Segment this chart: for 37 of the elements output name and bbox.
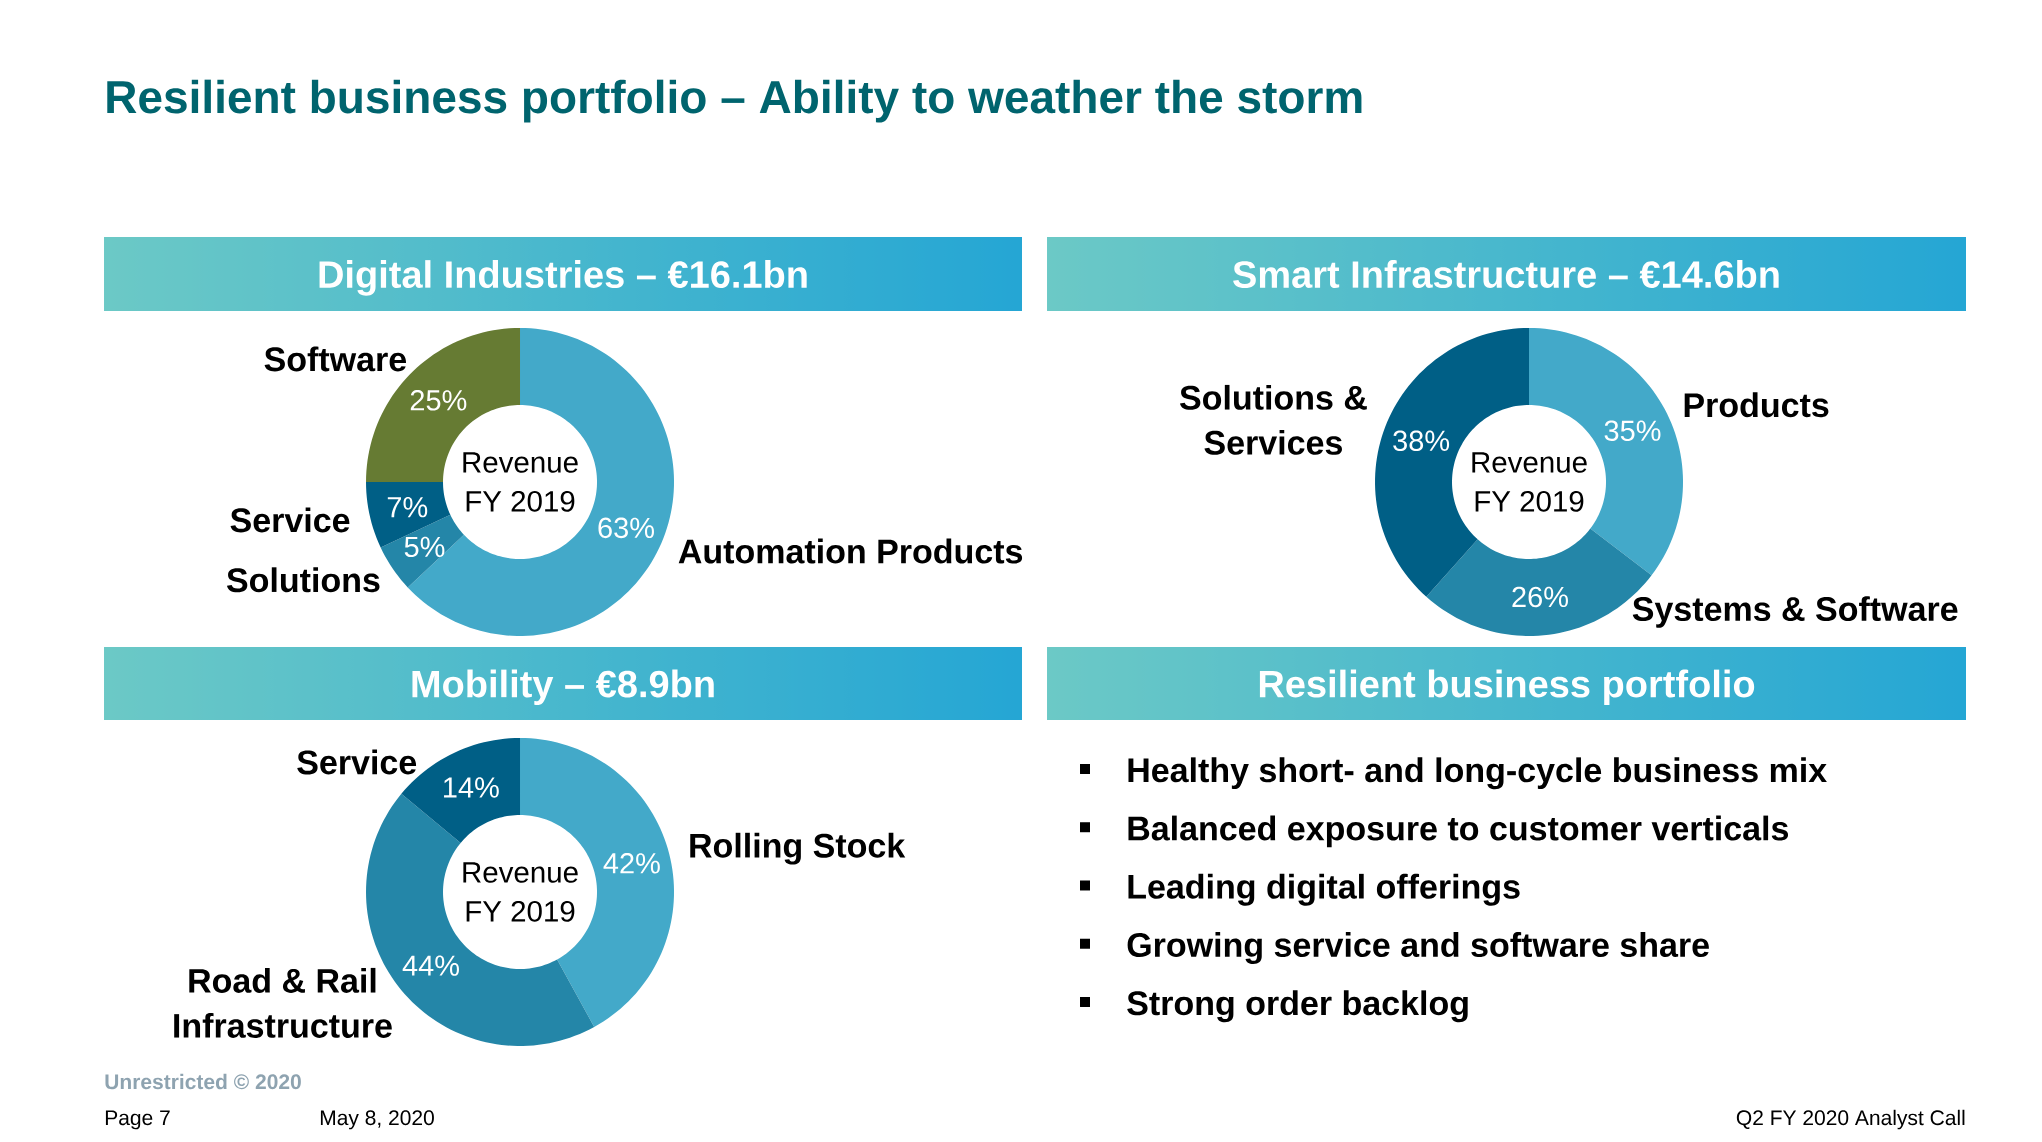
text: Revenue FY 2019 — [463, 862, 578, 922]
text: May 8, 2020 — [320, 1110, 434, 1130]
chart-title: Mobility – €8.9bn — [412, 669, 714, 706]
data-label: 5% — [404, 536, 445, 558]
text: Growing service and software share — [1127, 932, 1709, 964]
text: Page 7 — [105, 1110, 170, 1130]
text: Resilient business portfolio – Ability to weather the storm — [107, 79, 1362, 123]
slice-label: Solutions — [226, 567, 380, 593]
slice-label: Rolling Stock — [690, 832, 906, 865]
text: Balanced exposure to customer verticals — [1128, 815, 1789, 848]
data-label: 7% — [387, 497, 428, 518]
data-label: 26% — [1512, 586, 1568, 608]
text: Resilient business portfolio — [1259, 669, 1755, 706]
text: Strong order backlog — [1127, 990, 1468, 1023]
slice-label: Products — [1684, 392, 1829, 418]
data-label: 63% — [598, 517, 654, 539]
text: Q2 FY 2020 Analyst Call — [1736, 1109, 1965, 1130]
data-label: 38% — [1393, 430, 1450, 452]
text: Healthy short- and long-cycle business mix — [1128, 757, 1827, 790]
data-label: 42% — [603, 853, 660, 874]
text: Revenue FY 2019 — [1472, 452, 1587, 512]
data-label: 25% — [410, 390, 467, 411]
text: Leading digital offerings — [1128, 873, 1520, 906]
chart-title: Digital Industries – €16.1bn — [319, 260, 807, 296]
slice-label: Automation Products — [678, 538, 1023, 564]
data-label: 35% — [1604, 420, 1661, 441]
slice-label: Software — [264, 346, 407, 372]
slice-label: Service — [297, 749, 417, 775]
data-label: 14% — [444, 777, 499, 798]
text: Unrestricted © 2020 — [105, 1073, 301, 1090]
text: Revenue FY 2019 — [463, 452, 578, 512]
slice-label: Road & Rail Infrastructure — [174, 967, 392, 1038]
slice-label: Systems & Software — [1632, 596, 1958, 628]
slice-label: Service — [230, 507, 350, 533]
data-label: 44% — [402, 955, 459, 976]
slice-label: Solutions & Services — [1179, 384, 1367, 455]
chart-title: Smart Infrastructure – €14.6bn — [1233, 260, 1779, 289]
